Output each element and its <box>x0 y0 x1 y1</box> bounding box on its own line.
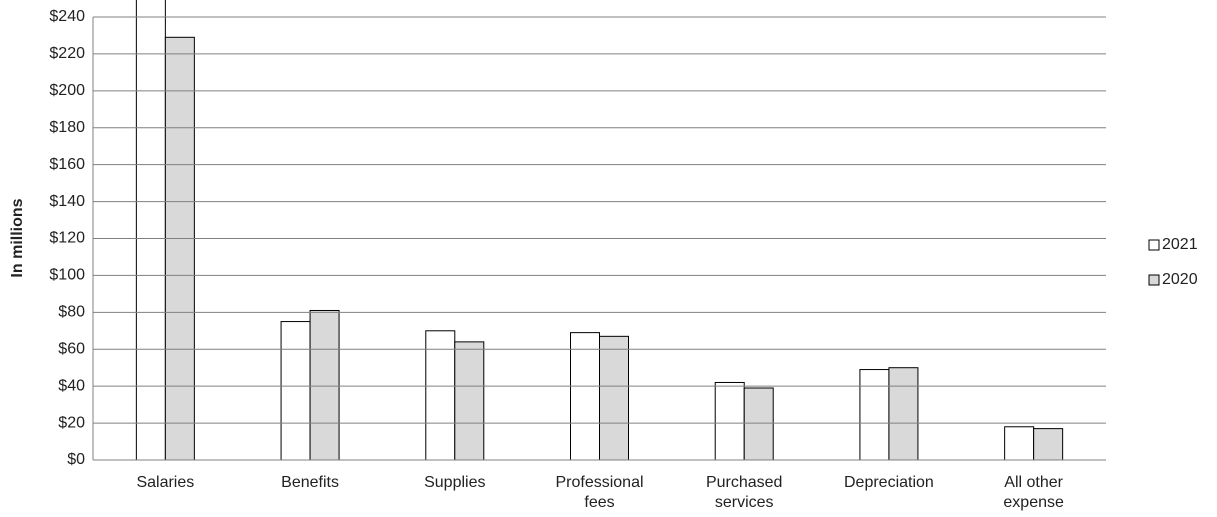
y-tick-label: $140 <box>49 193 85 210</box>
y-tick-label: $80 <box>58 304 85 321</box>
x-tick-label: Professional fees <box>555 474 644 511</box>
y-tick-label: $240 <box>49 8 85 25</box>
bar <box>425 330 456 461</box>
x-tick-label: Benefits <box>281 474 339 491</box>
legend-label: 2021 <box>1162 236 1198 253</box>
x-tick-label: Supplies <box>424 474 486 491</box>
y-tick-label: $60 <box>58 340 85 357</box>
bar <box>714 381 745 461</box>
legend-label: 2020 <box>1162 271 1198 288</box>
bar <box>135 0 166 461</box>
bar <box>1033 428 1064 461</box>
x-tick-label: Salaries <box>136 474 195 491</box>
legend-swatch <box>1148 239 1160 251</box>
legend-swatch <box>1148 274 1160 286</box>
y-axis-title: In millions <box>9 198 26 277</box>
y-tick-label: $20 <box>58 414 85 431</box>
y-tick-label: $100 <box>49 267 85 284</box>
bar <box>1004 426 1035 461</box>
bar <box>454 341 485 461</box>
bar <box>888 367 919 461</box>
bar <box>570 332 600 461</box>
y-tick-label: $220 <box>49 45 85 62</box>
x-tick-label: Depreciation <box>844 474 934 491</box>
bar <box>309 309 340 461</box>
y-tick-label: $40 <box>58 377 85 394</box>
y-tick-label: $120 <box>49 230 85 247</box>
y-tick-label: $160 <box>49 156 85 173</box>
bar <box>599 335 629 461</box>
bar <box>164 36 195 461</box>
bar <box>859 369 890 461</box>
x-tick-label: All other expense <box>1003 474 1064 511</box>
bar <box>280 321 311 461</box>
x-tick-label: Purchased services <box>705 474 783 511</box>
y-tick-label: $200 <box>49 82 85 99</box>
y-tick-label: $180 <box>49 119 85 136</box>
y-tick-label: $0 <box>67 451 85 468</box>
bar <box>743 387 774 461</box>
